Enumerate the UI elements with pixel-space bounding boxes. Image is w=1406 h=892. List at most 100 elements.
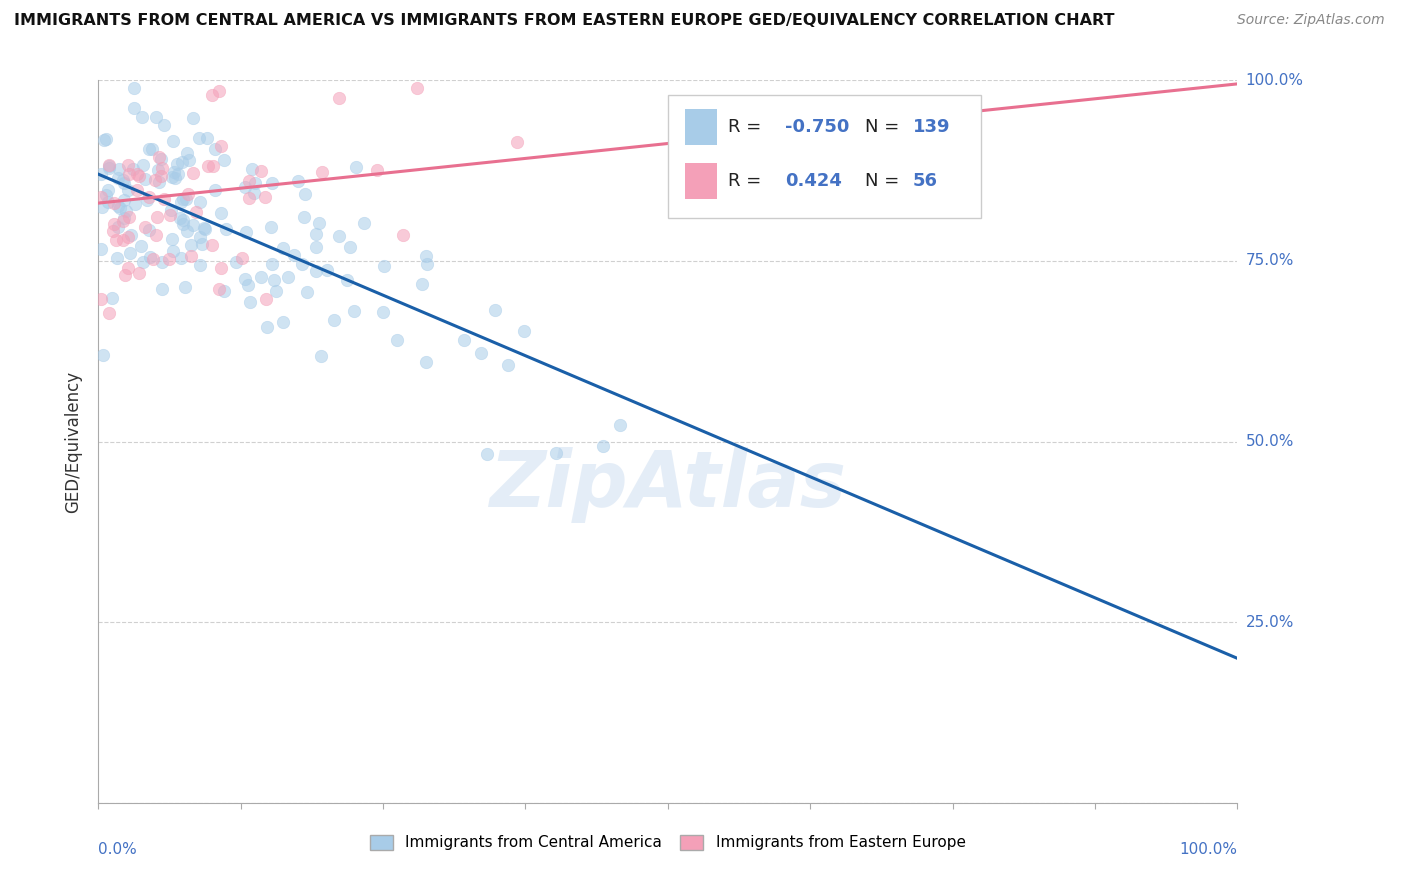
- Point: [150, 255, 173, 269]
- Point: [125, 183, 148, 197]
- Point: [162, 244, 184, 259]
- Point: [292, 210, 315, 224]
- Point: [256, 320, 278, 334]
- Text: 0.0%: 0.0%: [98, 842, 138, 856]
- Text: 100.0%: 100.0%: [1246, 73, 1303, 87]
- Point: [134, 219, 156, 234]
- Point: [204, 142, 226, 156]
- Point: [328, 91, 350, 105]
- Point: [176, 224, 198, 238]
- Point: [142, 252, 165, 267]
- Text: 139: 139: [912, 119, 950, 136]
- Point: [118, 167, 141, 181]
- Point: [194, 222, 217, 236]
- Point: [97, 183, 120, 197]
- Point: [159, 208, 181, 222]
- Text: N =: N =: [865, 119, 905, 136]
- Point: [107, 199, 129, 213]
- Point: [100, 291, 122, 305]
- Point: [174, 192, 197, 206]
- Point: [506, 135, 529, 149]
- Point: [305, 240, 328, 254]
- Point: [254, 292, 277, 306]
- Point: [145, 111, 167, 125]
- Point: [150, 169, 173, 184]
- Point: [277, 270, 299, 285]
- Point: [291, 257, 314, 271]
- Point: [250, 164, 273, 178]
- Point: [453, 333, 475, 347]
- Point: [91, 347, 114, 361]
- Point: [201, 159, 224, 173]
- Point: [235, 225, 257, 239]
- Point: [169, 211, 191, 225]
- Bar: [685, 163, 717, 200]
- Point: [122, 80, 145, 95]
- Point: [117, 183, 139, 197]
- Point: [176, 146, 198, 161]
- Point: [188, 194, 211, 209]
- Point: [112, 211, 135, 226]
- Point: [124, 197, 146, 211]
- Legend: Immigrants from Central America, Immigrants from Eastern Europe: Immigrants from Central America, Immigra…: [364, 829, 972, 856]
- Point: [266, 284, 288, 298]
- Point: [134, 172, 156, 186]
- Point: [287, 174, 309, 188]
- Point: [184, 205, 207, 219]
- Point: [201, 238, 224, 252]
- Point: [105, 251, 128, 265]
- Point: [475, 447, 498, 461]
- Point: [90, 242, 112, 256]
- Point: [169, 251, 191, 265]
- Point: [392, 228, 415, 243]
- Point: [160, 202, 183, 217]
- Point: [107, 171, 129, 186]
- Point: [122, 162, 145, 177]
- Point: [146, 163, 169, 178]
- Point: [344, 160, 367, 174]
- Point: [117, 210, 139, 224]
- Point: [177, 187, 200, 202]
- Point: [180, 249, 202, 263]
- Point: [122, 101, 145, 115]
- Point: [170, 195, 193, 210]
- Point: [179, 153, 201, 167]
- Point: [209, 138, 232, 153]
- Point: [373, 305, 395, 319]
- Point: [129, 239, 152, 253]
- Point: [235, 272, 257, 286]
- Point: [160, 232, 183, 246]
- Point: [180, 238, 202, 252]
- Point: [233, 180, 256, 194]
- Point: [512, 325, 534, 339]
- Point: [160, 170, 183, 185]
- Point: [305, 264, 328, 278]
- Point: [260, 219, 283, 234]
- Point: [592, 440, 614, 454]
- Text: 100.0%: 100.0%: [1180, 842, 1237, 856]
- Text: -0.750: -0.750: [785, 119, 849, 136]
- Point: [90, 200, 112, 214]
- Point: [112, 234, 135, 248]
- FancyBboxPatch shape: [668, 95, 981, 218]
- Point: [98, 306, 121, 320]
- Bar: [685, 109, 717, 145]
- Point: [191, 236, 214, 251]
- Point: [136, 193, 159, 207]
- Point: [150, 161, 173, 175]
- Point: [139, 250, 162, 264]
- Text: ZipAtlas: ZipAtlas: [489, 447, 846, 523]
- Text: IMMIGRANTS FROM CENTRAL AMERICA VS IMMIGRANTS FROM EASTERN EUROPE GED/EQUIVALENC: IMMIGRANTS FROM CENTRAL AMERICA VS IMMIG…: [14, 13, 1115, 29]
- Point: [484, 303, 506, 318]
- Text: 50.0%: 50.0%: [1246, 434, 1294, 449]
- Point: [181, 218, 204, 232]
- Point: [342, 304, 364, 318]
- Point: [143, 173, 166, 187]
- Point: [107, 219, 129, 234]
- Point: [309, 349, 332, 363]
- Point: [283, 247, 305, 261]
- Point: [238, 295, 260, 310]
- Point: [411, 277, 433, 291]
- Point: [209, 261, 232, 276]
- Point: [163, 165, 186, 179]
